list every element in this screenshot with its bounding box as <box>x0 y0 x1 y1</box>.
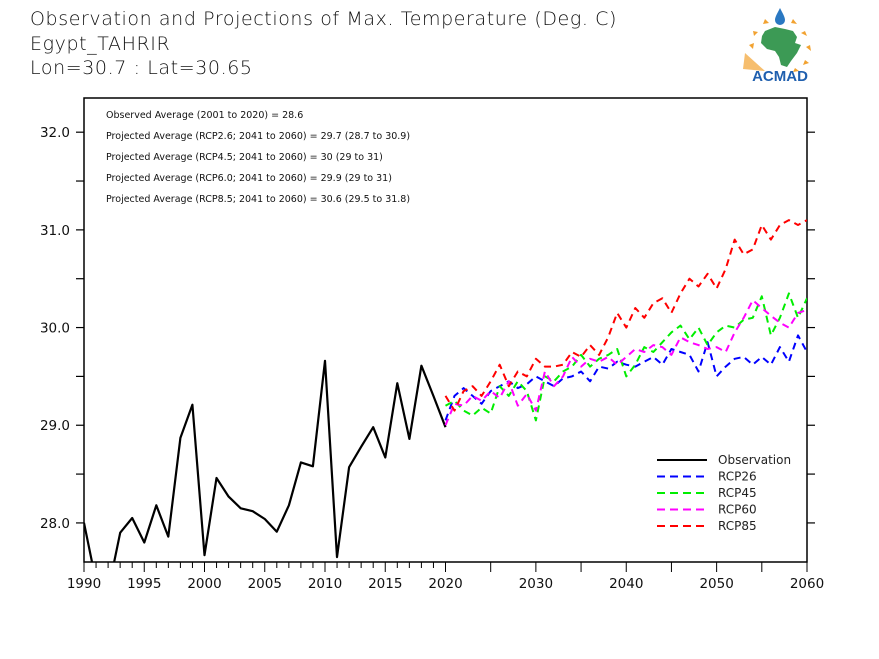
y-tick-label: 28.0 <box>40 516 70 532</box>
average-annotations: Observed Average (2001 to 2020) = 28.6 Pr… <box>106 110 410 205</box>
x-tick-label: 2010 <box>308 576 342 592</box>
x-tick-label: 2005 <box>248 576 282 592</box>
y-tick-label: 32.0 <box>40 125 70 141</box>
series-line-rcp45 <box>445 292 807 422</box>
station-coordinates: Lon=30.7 : Lat=30.65 <box>30 57 253 79</box>
series-line-observation <box>84 359 447 562</box>
y-tick-label: 29.0 <box>40 418 70 434</box>
series-line-rcp60 <box>444 299 807 426</box>
legend-label-rcp85: RCP85 <box>718 519 757 533</box>
x-tick-label: 2040 <box>609 576 643 592</box>
legend: Observation RCP26 RCP45 RCP60 RCP85 <box>657 453 791 533</box>
x-tick-label: 1995 <box>127 576 161 592</box>
series-line-rcp85 <box>444 219 807 412</box>
legend-label-rcp45: RCP45 <box>718 486 757 500</box>
y-axis: 28.0 29.0 30.0 31.0 32.0 <box>40 125 815 532</box>
average-annotation: Projected Average (RCP8.5; 2041 to 2060)… <box>106 194 410 205</box>
x-axis: 1990 1995 2000 2005 2010 2015 2020 2030 2040 2050… <box>67 562 824 592</box>
average-annotation: Projected Average (RCP2.6; 2041 to 2060)… <box>106 131 410 142</box>
legend-label-rcp26: RCP26 <box>718 470 757 484</box>
chart-title: Observation and Projections of Max. Temp… <box>30 8 618 30</box>
africa-map-icon <box>761 27 801 67</box>
x-tick-label: 2015 <box>368 576 402 592</box>
average-annotation: Projected Average (RCP6.0; 2041 to 2060)… <box>106 173 392 184</box>
x-tick-label: 2000 <box>187 576 221 592</box>
x-tick-label: 2060 <box>790 576 824 592</box>
x-tick-label: 1990 <box>67 576 101 592</box>
legend-label-rcp60: RCP60 <box>718 503 757 517</box>
x-tick-label: 2020 <box>428 576 462 592</box>
acmad-logo-text: ACMAD <box>752 68 808 85</box>
acmad-africa-logo-icon: ACMAD <box>743 8 811 85</box>
series-line-rcp26 <box>444 334 807 421</box>
y-tick-label: 31.0 <box>40 223 70 239</box>
x-tick-label: 2030 <box>519 576 553 592</box>
legend-label-observation: Observation <box>718 453 791 467</box>
sun-rays-icon <box>743 19 811 72</box>
average-annotation: Projected Average (RCP4.5; 2041 to 2060)… <box>106 152 383 163</box>
water-drop-icon <box>775 8 785 25</box>
y-tick-label: 30.0 <box>40 321 70 337</box>
average-annotation: Observed Average (2001 to 2020) = 28.6 <box>106 110 303 121</box>
station-name: Egypt_TAHRIR <box>30 33 171 55</box>
series-group <box>84 219 807 562</box>
x-tick-label: 2050 <box>699 576 733 592</box>
